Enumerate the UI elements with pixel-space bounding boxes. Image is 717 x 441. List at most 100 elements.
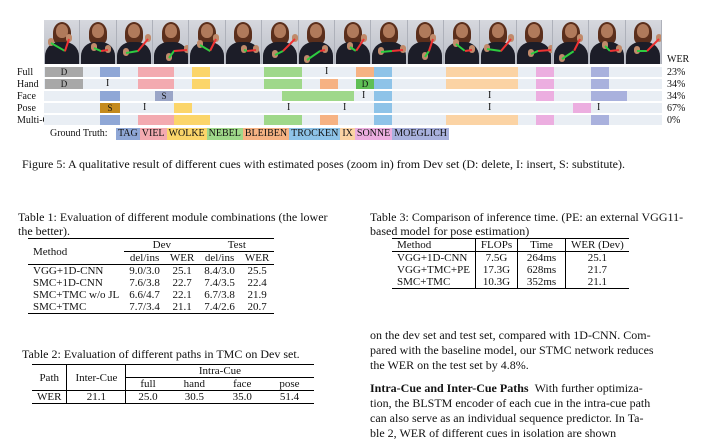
row-label-pose: Pose xyxy=(17,103,36,114)
table3-cell: 25.1 xyxy=(564,251,629,264)
table1-cell: 25.5 xyxy=(247,265,267,277)
segment-tag xyxy=(100,115,120,125)
segment-sonne xyxy=(573,103,591,113)
table1-cell: VGG+1D-CNN xyxy=(33,265,104,277)
table2-cell: 25.0 xyxy=(138,391,158,403)
body-line: on the dev set and test set, compared wi… xyxy=(370,328,651,342)
body-line-rest: With further optimiza- xyxy=(534,381,643,395)
video-frame xyxy=(153,20,190,64)
table1-cell: 22.4 xyxy=(247,277,267,289)
body-line: tion, the BLSTM encoder of each cue in t… xyxy=(370,396,651,410)
table-row: VGG+1D-CNN 7.5G 264ms 25.1 xyxy=(392,251,629,264)
table2-head-intra: Intra-Cue xyxy=(125,364,314,378)
wer-value-pose: 67% xyxy=(667,103,686,114)
row-label-hand: Hand xyxy=(17,79,39,90)
segment-tag xyxy=(100,91,120,101)
table3-cell: 7.5G xyxy=(474,251,518,264)
segment-nebel xyxy=(264,79,302,89)
gloss-ix: IX xyxy=(340,128,355,140)
table3-head: Method xyxy=(397,239,432,251)
video-frame-strip xyxy=(44,20,662,64)
mark-insert: I xyxy=(488,90,492,101)
table1-cell: 7.7/3.4 xyxy=(129,301,160,313)
segment-wolke xyxy=(174,103,192,113)
table1-cell: 7.6/3.8 xyxy=(129,277,160,289)
gloss-tag: TAG xyxy=(116,128,140,140)
table1-head-dev: Dev xyxy=(124,238,200,252)
ground-truth-label: Ground Truth: xyxy=(50,128,108,139)
table1-caption: Table 1: Evaluation of different module … xyxy=(18,210,328,238)
table3-cell: 264ms xyxy=(517,251,566,264)
segment-delete: D xyxy=(356,79,374,89)
table-row: VGG+TMC+PE 17.3G 628ms 21.7 xyxy=(392,264,629,276)
video-frame xyxy=(625,20,662,64)
video-frame xyxy=(553,20,590,64)
table2-sub-pose: pose xyxy=(279,378,300,390)
gloss-viel: VIEL xyxy=(139,128,167,140)
row-label-face: Face xyxy=(17,91,36,102)
table1-cell: 20.7 xyxy=(247,301,267,313)
segment-delete: D xyxy=(45,67,83,77)
segment-sonne xyxy=(536,79,554,89)
table3-cell: VGG+1D-CNN xyxy=(397,252,468,264)
segment-bleiben xyxy=(356,67,374,77)
table-row: VGG+1D-CNN 9.0/3.0 25.1 8.4/3.0 25.5 xyxy=(28,265,274,278)
table3-head: Time xyxy=(517,238,566,252)
table3-head: FLOPs xyxy=(474,238,518,252)
table1-cell: 9.0/3.0 xyxy=(129,265,160,277)
table1-cell: 25.1 xyxy=(172,265,192,277)
table1-cell: SMC+TMC w/o JL xyxy=(33,289,120,301)
video-frame xyxy=(44,20,81,64)
video-frame xyxy=(298,20,335,64)
video-frame xyxy=(262,20,299,64)
mark-insert: I xyxy=(343,102,347,113)
table3-cell: SMC+TMC xyxy=(397,276,451,288)
table2-cell: 21.1 xyxy=(66,390,127,404)
table3-caption: Table 3: Comparison of inference time. (… xyxy=(370,210,684,238)
mark-insert: I xyxy=(325,66,329,77)
video-frame xyxy=(516,20,554,64)
table2-sub-hand: hand xyxy=(183,378,206,390)
gloss-bleiben: BLEIBEN xyxy=(242,128,290,140)
body-line: pared with the baseline model, our STMC … xyxy=(370,343,654,357)
table1-cell: SMC+TMC xyxy=(33,301,87,313)
gloss-moeglich: MOEGLICH xyxy=(392,128,450,140)
cue-row-multi-cue xyxy=(44,115,662,125)
table1-cell: 21.1 xyxy=(172,301,192,313)
segment-delete: D xyxy=(45,79,83,89)
segment-ix xyxy=(446,79,518,89)
mark-insert: I xyxy=(488,102,492,113)
segment-substitute: S xyxy=(155,91,173,101)
table1-cell: 6.7/3.8 xyxy=(204,289,235,301)
table3-cell: 21.7 xyxy=(564,264,629,276)
mark-insert: I xyxy=(597,102,601,113)
table1-cell: SMC+1D-CNN xyxy=(33,277,103,289)
segment-ix xyxy=(446,67,518,77)
table1-cell: 8.4/3.0 xyxy=(204,265,235,277)
table2: Path Inter-Cue Intra-Cue full hand face … xyxy=(32,364,314,404)
table3-cell: VGG+TMC+PE xyxy=(397,264,470,276)
segment-wolke xyxy=(174,115,210,125)
segment-trocken xyxy=(374,67,392,77)
table-row: SMC+TMC 7.7/3.4 21.1 7.4/2.6 20.7 xyxy=(28,301,275,314)
cue-row-full xyxy=(44,67,662,77)
table1: Method Dev Test del/ins WER del/ins WER … xyxy=(28,238,275,314)
table1-cell: 22.1 xyxy=(172,289,192,301)
table2-head-path: Path xyxy=(39,371,59,384)
table2-sub-face: face xyxy=(233,378,252,390)
gloss-sonne: SONNE xyxy=(354,128,393,140)
video-frame xyxy=(334,20,372,64)
figure-caption: Figure 5: A qualitative result of differ… xyxy=(22,157,625,171)
segment-trocken xyxy=(374,115,392,125)
video-frame xyxy=(407,20,444,64)
table3-head: WER (Dev) xyxy=(564,238,629,252)
table-row: SMC+1D-CNN 7.6/3.8 22.7 7.4/3.5 22.4 xyxy=(28,277,274,289)
table2-sub-full: full xyxy=(140,378,156,390)
segment-ix xyxy=(446,115,518,125)
body-line: the WER on the test set by 4.8%. xyxy=(370,358,529,372)
video-frame xyxy=(80,20,117,64)
segment-viel xyxy=(138,67,174,77)
segment-sonne xyxy=(536,67,554,77)
video-frame xyxy=(225,20,263,64)
table-row: WER 21.1 25.0 30.5 35.0 51.4 xyxy=(32,390,314,404)
